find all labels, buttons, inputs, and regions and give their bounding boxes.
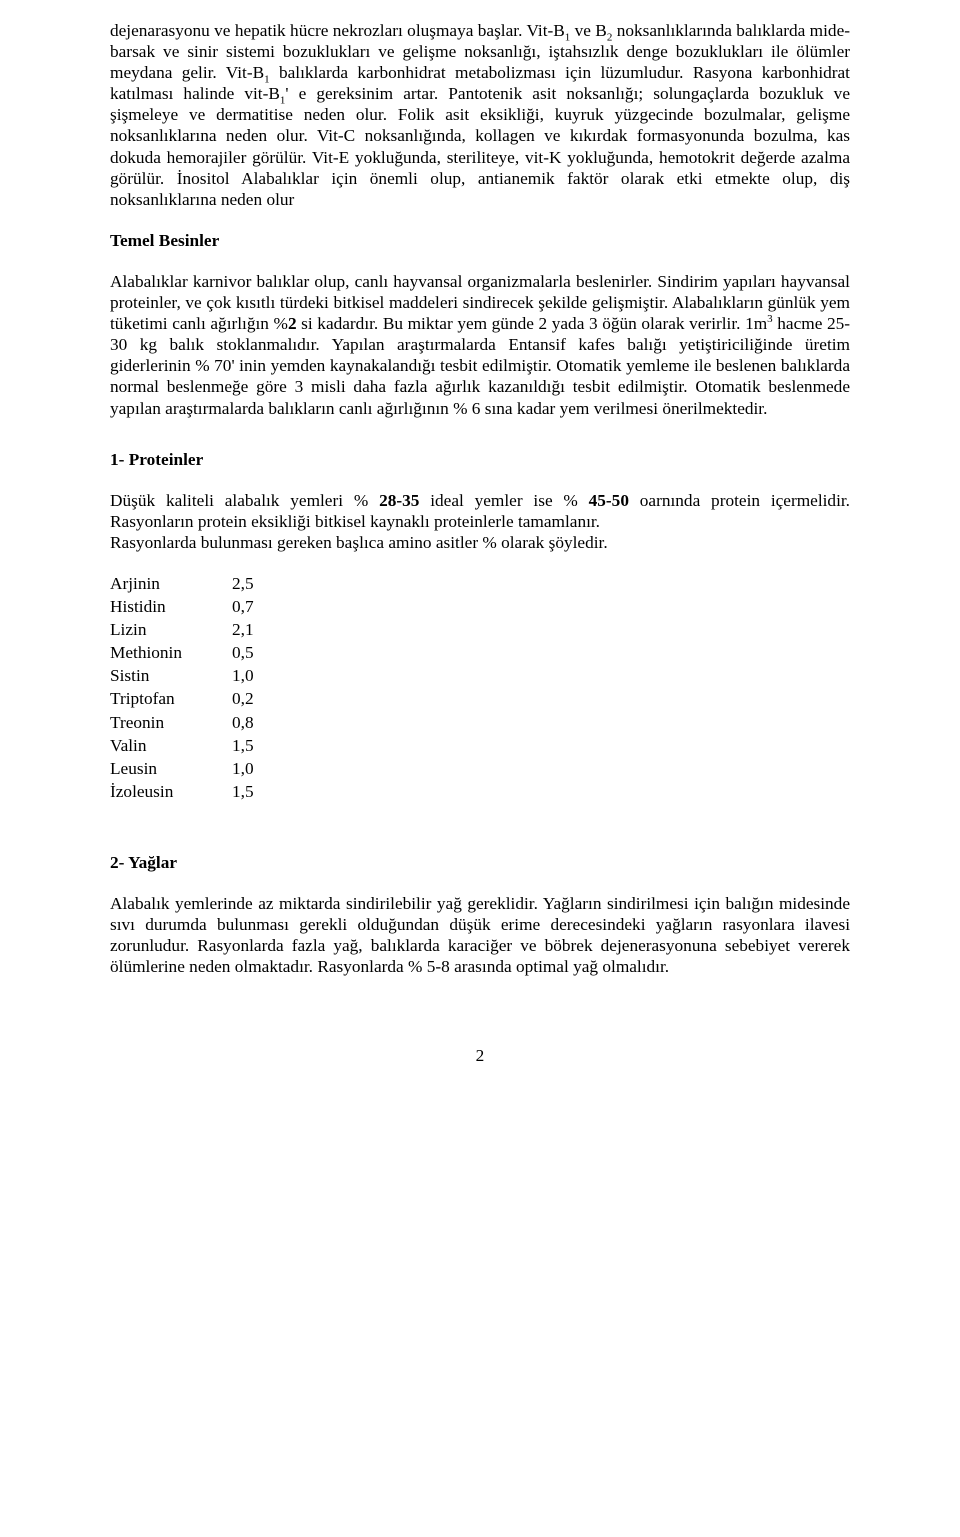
amino-acid-table: Arjinin2,5Histidin0,7Lizin2,1Methionin0,… — [110, 573, 292, 804]
amino-acid-value: 0,8 — [232, 712, 292, 735]
text-seg: ideal yemler ise % — [419, 491, 588, 510]
amino-acid-value: 1,5 — [232, 735, 292, 758]
amino-acid-value: 2,5 — [232, 573, 292, 596]
amino-acid-value: 0,2 — [232, 688, 292, 711]
amino-acid-name: Sistin — [110, 665, 232, 688]
table-row: Sistin1,0 — [110, 665, 292, 688]
heading-proteinler: 1- Proteinler — [110, 449, 850, 470]
table-row: Arjinin2,5 — [110, 573, 292, 596]
amino-acid-name: İzoleusin — [110, 781, 232, 804]
amino-acid-name: Triptofan — [110, 688, 232, 711]
text-line: Rasyonlarda bulunması gereken başlıca am… — [110, 532, 850, 553]
table-row: Methionin0,5 — [110, 642, 292, 665]
table-row: Lizin2,1 — [110, 619, 292, 642]
table-row: Valin1,5 — [110, 735, 292, 758]
amino-acid-value: 1,0 — [232, 758, 292, 781]
body-para-proteinler: Düşük kaliteli alabalık yemleri % 28-35 … — [110, 490, 850, 553]
table-row: Leusin1,0 — [110, 758, 292, 781]
text-seg: Düşük kaliteli alabalık yemleri % — [110, 491, 379, 510]
body-para-vitamins: dejenarasyonu ve hepatik hücre nekrozlar… — [110, 20, 850, 210]
amino-acid-value: 1,5 — [232, 781, 292, 804]
body-para-temel: Alabalıklar karnivor balıklar olup, canl… — [110, 271, 850, 419]
table-row: İzoleusin1,5 — [110, 781, 292, 804]
amino-acid-name: Arjinin — [110, 573, 232, 596]
text-seg: si kadardır. Bu miktar yem günde 2 yada … — [297, 314, 768, 333]
heading-yaglar: 2- Yağlar — [110, 852, 850, 873]
amino-acid-name: Leusin — [110, 758, 232, 781]
amino-acid-name: Histidin — [110, 596, 232, 619]
body-para-yaglar: Alabalık yemlerinde az miktarda sindiril… — [110, 893, 850, 977]
table-row: Histidin0,7 — [110, 596, 292, 619]
amino-acid-value: 0,7 — [232, 596, 292, 619]
text-seg: ve B — [570, 21, 607, 40]
table-row: Treonin0,8 — [110, 712, 292, 735]
amino-acid-name: Valin — [110, 735, 232, 758]
amino-acid-value: 0,5 — [232, 642, 292, 665]
amino-acid-name: Treonin — [110, 712, 232, 735]
page-number: 2 — [110, 1045, 850, 1066]
bold-4550: 45-50 — [589, 491, 629, 510]
heading-temel-besinler: Temel Besinler — [110, 230, 850, 251]
amino-acid-value: 1,0 — [232, 665, 292, 688]
document-page: dejenarasyonu ve hepatik hücre nekrozlar… — [0, 0, 960, 1537]
amino-acid-name: Methionin — [110, 642, 232, 665]
table-row: Triptofan0,2 — [110, 688, 292, 711]
bold-2: 2 — [288, 314, 297, 333]
amino-acid-name: Lizin — [110, 619, 232, 642]
bold-2835: 28-35 — [379, 491, 419, 510]
amino-acid-value: 2,1 — [232, 619, 292, 642]
text-seg: dejenarasyonu ve hepatik hücre nekrozlar… — [110, 21, 565, 40]
